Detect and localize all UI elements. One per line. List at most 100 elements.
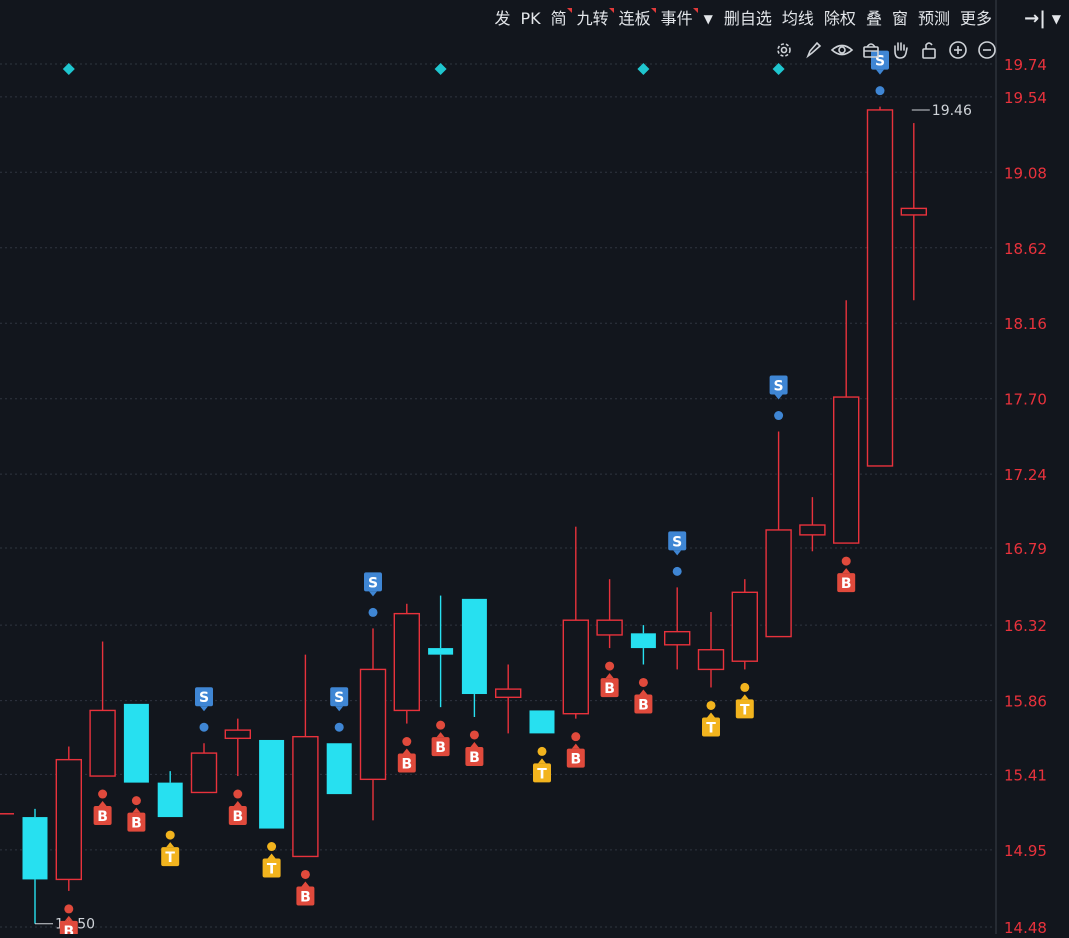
y-tick-label: 16.32 (1004, 617, 1047, 635)
toolbar-item-a2[interactable]: 简 (546, 6, 572, 32)
signal-dot (774, 411, 784, 421)
hand-icon[interactable] (888, 38, 912, 62)
toolbar-item-b3[interactable]: 叠 (865, 9, 882, 28)
candle-body (55, 758, 82, 881)
signal-dot (436, 720, 446, 730)
signal-badge-pointer (639, 689, 648, 695)
signal-badge-pointer (673, 550, 682, 556)
toolbar-group-2: 删自选 均线 除权叠窗预测 更多 (719, 6, 997, 32)
toolbar-item-b0[interactable]: 删自选 (723, 9, 772, 28)
signal-badge (397, 753, 416, 773)
candles (22, 106, 927, 924)
candle-body (562, 619, 589, 715)
signal-letter: B (435, 740, 446, 756)
signal-dot (740, 682, 750, 692)
candle-body (393, 612, 420, 712)
signal-badge (702, 717, 720, 737)
candle-body (866, 109, 894, 467)
candle-body (731, 591, 758, 662)
signal-badge (769, 375, 788, 395)
y-axis-labels: 19.74 19.54 19.08 18.62 18.16 17.70 17.24 16.79… (1004, 56, 1047, 937)
signal-marker-S: S (871, 50, 889, 96)
signal-marker-S: S (668, 531, 687, 576)
signal-dot (199, 722, 209, 732)
toolbar-item-a1[interactable]: PK (520, 9, 541, 28)
signal-letter: B (469, 750, 480, 766)
candle-body (900, 207, 927, 216)
signal-marker-S: S (195, 687, 213, 732)
signal-marker-B: B (228, 789, 247, 826)
toolbar-item-b4[interactable]: 窗 (891, 9, 908, 28)
candle (495, 664, 522, 734)
candle-body (596, 619, 623, 636)
signal-badge (871, 50, 889, 70)
signal-dot (638, 677, 648, 687)
candle-body (630, 633, 656, 649)
basket-icon[interactable] (859, 38, 883, 62)
toolbar-item-a4[interactable]: 连板 (614, 6, 656, 32)
signal-marker-B: B (566, 732, 585, 768)
toolbar-right: →| ▼ (1024, 6, 1061, 32)
signal-dot (233, 789, 243, 799)
signal-badge (566, 748, 585, 768)
y-tick-label: 18.16 (1004, 315, 1047, 333)
zoom-in-icon[interactable] (946, 38, 970, 62)
signal-dot (706, 700, 716, 710)
signal-marker-T: T (161, 830, 180, 867)
dock-right-icon[interactable]: →| (1024, 8, 1046, 29)
signals: B B B T S B T B S S B B B T B B B S T T S B S (59, 50, 889, 938)
candle-body (428, 648, 454, 655)
toolbar-item-a0[interactable]: 发 (494, 9, 511, 28)
signal-badge-pointer (538, 758, 546, 764)
toolbar-item-b2[interactable]: 除权 (823, 9, 856, 28)
signal-badge-pointer (267, 853, 276, 859)
signal-badge-pointer (200, 706, 208, 712)
signal-badge (735, 699, 754, 719)
signal-badge-pointer (98, 801, 107, 807)
pen-icon[interactable] (801, 38, 825, 62)
settings-icon[interactable] (772, 38, 796, 62)
toolbar-item-a3[interactable]: 九转 (572, 6, 614, 32)
candle-body (190, 752, 218, 794)
candle-body (664, 630, 691, 646)
signal-badge-pointer (605, 673, 614, 679)
candle (393, 603, 420, 724)
chevron-down-icon[interactable]: ▼ (1051, 12, 1061, 26)
signal-letter: B (570, 752, 581, 768)
candle-body (359, 668, 387, 781)
signal-dot (267, 842, 277, 852)
toolbar-item-a5[interactable]: 事件 (656, 6, 698, 32)
y-tick-label: 15.41 (1004, 766, 1047, 784)
signal-dot (841, 556, 851, 566)
diamond-marker (772, 63, 785, 75)
toolbar-item-b1[interactable]: 均线 (781, 9, 814, 28)
candle (123, 703, 149, 783)
signal-badge-pointer (842, 568, 851, 574)
signal-letter: S (334, 690, 344, 706)
chevron-down-icon[interactable]: ▼ (703, 12, 713, 26)
toolbar-item-b5[interactable]: 预测 (917, 9, 950, 28)
signal-marker-S: S (364, 572, 382, 617)
signal-marker-B: B (397, 737, 416, 773)
eye-icon[interactable] (830, 38, 854, 62)
candle (664, 587, 691, 670)
signal-badge-pointer (707, 712, 715, 718)
toolbar-item-b6[interactable]: 更多 (959, 9, 992, 28)
candle-body (259, 739, 285, 829)
signal-dot (98, 789, 108, 799)
candle (900, 123, 927, 301)
y-tick-label: 14.48 (1004, 919, 1047, 934)
zoom-out-icon[interactable] (975, 38, 999, 62)
signal-badge (668, 531, 687, 551)
signal-badge-pointer (335, 706, 344, 712)
signal-dot (469, 730, 479, 740)
signal-badge (195, 687, 213, 707)
y-tick-label: 16.79 (1004, 540, 1047, 558)
signal-dot (672, 566, 682, 576)
top-toolbar: 发 PK 简九转 连板 事件 ▼ 删自选 均线 除权叠窗预测 更多 (489, 6, 997, 32)
signal-badge (296, 886, 315, 906)
lock-icon[interactable] (917, 38, 941, 62)
signal-dot (334, 722, 344, 732)
candle-body (833, 396, 860, 544)
